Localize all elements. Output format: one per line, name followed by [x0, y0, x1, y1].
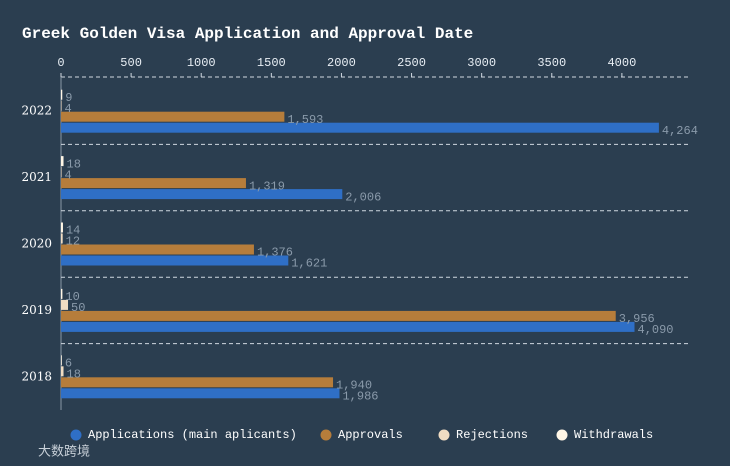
bar	[61, 366, 64, 377]
y-tick-label: 2022	[21, 104, 52, 118]
x-tick-label: 4000	[607, 56, 636, 70]
legend-marker	[320, 429, 332, 441]
value-label: 4,090	[638, 323, 674, 337]
bar	[61, 178, 246, 189]
x-tick-label: 3500	[537, 56, 566, 70]
value-label: 6	[65, 356, 72, 370]
value-label: 4,264	[662, 124, 698, 138]
bar	[61, 111, 285, 122]
x-tick-label: 1500	[257, 56, 286, 70]
chart-title: Greek Golden Visa Application and Approv…	[22, 25, 473, 43]
watermark: 大数跨境	[38, 445, 90, 460]
x-tick-label: 0	[57, 56, 64, 70]
value-label: 18	[67, 367, 81, 381]
legend-marker	[70, 429, 82, 441]
value-label: 2,006	[345, 190, 381, 204]
legend-label: Applications (main aplicants)	[88, 428, 297, 442]
value-label: 1,319	[249, 179, 285, 193]
x-tick-label: 2000	[327, 56, 356, 70]
bar	[61, 244, 254, 255]
value-label: 4	[65, 102, 72, 116]
x-tick-label: 1000	[187, 56, 216, 70]
legend-marker	[438, 429, 450, 441]
legend-label: Approvals	[338, 428, 403, 442]
value-label: 12	[66, 235, 80, 249]
bar	[61, 299, 69, 310]
bar	[61, 310, 616, 321]
x-tick-label: 2500	[397, 56, 426, 70]
y-tick-label: 2018	[21, 369, 52, 383]
y-tick-label: 2020	[21, 237, 52, 251]
bar	[61, 388, 340, 399]
bar	[61, 189, 343, 200]
x-tick-label: 3000	[467, 56, 496, 70]
y-tick-label: 2021	[21, 170, 52, 184]
value-label: 1,376	[257, 246, 293, 260]
bar	[61, 321, 635, 332]
bar	[61, 222, 63, 233]
bar	[61, 355, 62, 366]
value-label: 50	[71, 301, 85, 315]
value-label: 1,621	[291, 257, 327, 271]
bar	[61, 122, 659, 133]
bar	[61, 100, 62, 111]
bar	[61, 377, 334, 388]
y-tick-label: 2019	[21, 303, 52, 317]
legend-label: Rejections	[456, 428, 528, 442]
bar	[61, 167, 62, 178]
value-label: 18	[67, 157, 81, 171]
x-tick-label: 500	[120, 56, 142, 70]
bar	[61, 156, 64, 167]
value-label: 14	[66, 224, 80, 238]
bar	[61, 233, 63, 244]
legend-label: Withdrawals	[574, 428, 653, 442]
value-label: 1,593	[287, 113, 323, 127]
value-label: 10	[65, 290, 79, 304]
legend-marker	[556, 429, 568, 441]
value-label: 1,940	[336, 378, 372, 392]
bar	[61, 89, 63, 100]
bar	[61, 255, 289, 266]
value-label: 1,986	[342, 389, 378, 403]
value-label: 4	[65, 168, 72, 182]
value-label: 3,956	[619, 312, 655, 326]
bar	[61, 288, 63, 299]
value-label: 9	[65, 91, 72, 105]
